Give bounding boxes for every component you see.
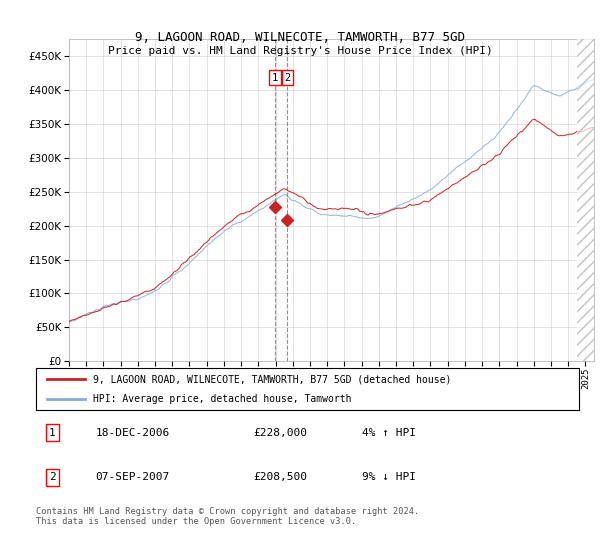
Text: 9, LAGOON ROAD, WILNECOTE, TAMWORTH, B77 5GD: 9, LAGOON ROAD, WILNECOTE, TAMWORTH, B77… bbox=[135, 31, 465, 44]
Text: Contains HM Land Registry data © Crown copyright and database right 2024.
This d: Contains HM Land Registry data © Crown c… bbox=[36, 507, 419, 526]
Text: 9, LAGOON ROAD, WILNECOTE, TAMWORTH, B77 5GD (detached house): 9, LAGOON ROAD, WILNECOTE, TAMWORTH, B77… bbox=[93, 374, 451, 384]
Text: 2: 2 bbox=[49, 473, 56, 482]
Text: £208,500: £208,500 bbox=[253, 473, 307, 482]
Text: 4% ↑ HPI: 4% ↑ HPI bbox=[362, 428, 416, 437]
Text: 18-DEC-2006: 18-DEC-2006 bbox=[96, 428, 170, 437]
Text: Price paid vs. HM Land Registry's House Price Index (HPI): Price paid vs. HM Land Registry's House … bbox=[107, 46, 493, 56]
Text: 1: 1 bbox=[49, 428, 56, 437]
Bar bbox=[577, 39, 594, 361]
Bar bbox=[577, 39, 594, 361]
Text: 07-SEP-2007: 07-SEP-2007 bbox=[96, 473, 170, 482]
Text: HPI: Average price, detached house, Tamworth: HPI: Average price, detached house, Tamw… bbox=[93, 394, 352, 404]
Text: £228,000: £228,000 bbox=[253, 428, 307, 437]
Text: 9% ↓ HPI: 9% ↓ HPI bbox=[362, 473, 416, 482]
Bar bbox=[275, 39, 287, 361]
FancyBboxPatch shape bbox=[36, 368, 579, 410]
Text: 2: 2 bbox=[284, 73, 290, 83]
Text: 1: 1 bbox=[272, 73, 278, 83]
